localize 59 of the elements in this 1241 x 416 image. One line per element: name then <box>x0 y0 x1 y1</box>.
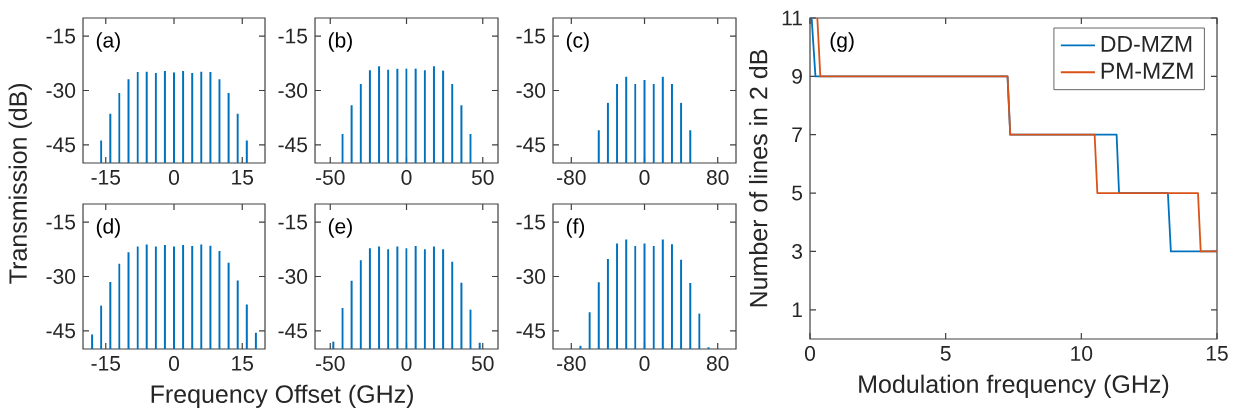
x-tick-label: 15 <box>232 356 254 371</box>
y-tick-label: -45 <box>516 137 546 153</box>
x-tick-label: -15 <box>91 170 121 185</box>
y-tick-label: -45 <box>46 323 76 339</box>
legend-label: PM-MZM <box>1101 62 1193 79</box>
x-tick-label: 0 <box>804 346 816 361</box>
y-tick-label: -45 <box>278 323 308 339</box>
y-tick-label: 11 <box>782 10 802 26</box>
y-tick-label: -15 <box>46 28 76 44</box>
x-tick-label: 0 <box>639 170 650 185</box>
y-tick-label: 5 <box>792 185 803 201</box>
x-tick-label: 80 <box>706 170 729 185</box>
x-tick-label: 50 <box>471 356 494 371</box>
y-tick-label: -15 <box>516 214 546 230</box>
y-tick-label: -30 <box>516 83 546 98</box>
y-tick-label: -30 <box>46 83 76 98</box>
y-axis-title: Transmission (dB) <box>8 83 32 284</box>
annotation: (a) <box>96 32 120 52</box>
x-tick-label: 10 <box>1071 346 1093 361</box>
x-axis-title: Frequency Offset (GHz) <box>151 384 413 408</box>
x-tick-label: 0 <box>168 170 180 185</box>
x-tick-label: -80 <box>557 356 586 371</box>
y-tick-label: -30 <box>278 269 308 284</box>
x-tick-label: 15 <box>232 170 254 185</box>
y-tick-label: -30 <box>46 269 76 284</box>
y-tick-label: -15 <box>516 28 546 44</box>
annotation: (c) <box>566 32 589 52</box>
y-tick-label: -30 <box>516 269 546 284</box>
x-tick-label: 80 <box>706 356 729 371</box>
y-tick-label: -45 <box>516 323 546 339</box>
x-tick-label: 0 <box>401 356 412 371</box>
y-tick-label: 7 <box>792 127 802 142</box>
x-tick-label: 50 <box>471 170 494 185</box>
x-tick-label: -80 <box>557 170 586 185</box>
x-tick-label: 0 <box>401 170 412 185</box>
x-tick-label: 5 <box>940 346 951 361</box>
y-tick-label: 9 <box>792 68 802 84</box>
y-tick-label: -30 <box>278 83 308 98</box>
x-axis-title: Modulation frequency (GHz) <box>859 374 1169 398</box>
legend-label: DD-MZM <box>1101 36 1192 52</box>
x-tick-label: 0 <box>639 356 650 371</box>
x-tick-label: 15 <box>1206 346 1228 361</box>
x-tick-label: 0 <box>168 356 180 371</box>
y-tick-label: -15 <box>46 214 76 230</box>
y-tick-label: -45 <box>46 137 76 153</box>
x-tick-label: -15 <box>91 356 121 371</box>
annotation: (g) <box>830 32 854 52</box>
x-tick-label: -50 <box>316 356 345 371</box>
y-tick-label: -15 <box>278 214 308 230</box>
y-tick-label: -45 <box>278 137 308 153</box>
y-axis-title: Number of lines in 2 dB <box>749 49 768 307</box>
y-tick-label: 3 <box>792 244 803 259</box>
y-tick-label: -15 <box>278 28 308 44</box>
annotation: (f) <box>566 218 585 238</box>
x-tick-label: -50 <box>316 170 345 185</box>
annotation: (d) <box>96 218 120 238</box>
annotation: (b) <box>328 32 352 52</box>
annotation: (e) <box>328 218 352 238</box>
y-tick-label: 1 <box>792 302 802 318</box>
